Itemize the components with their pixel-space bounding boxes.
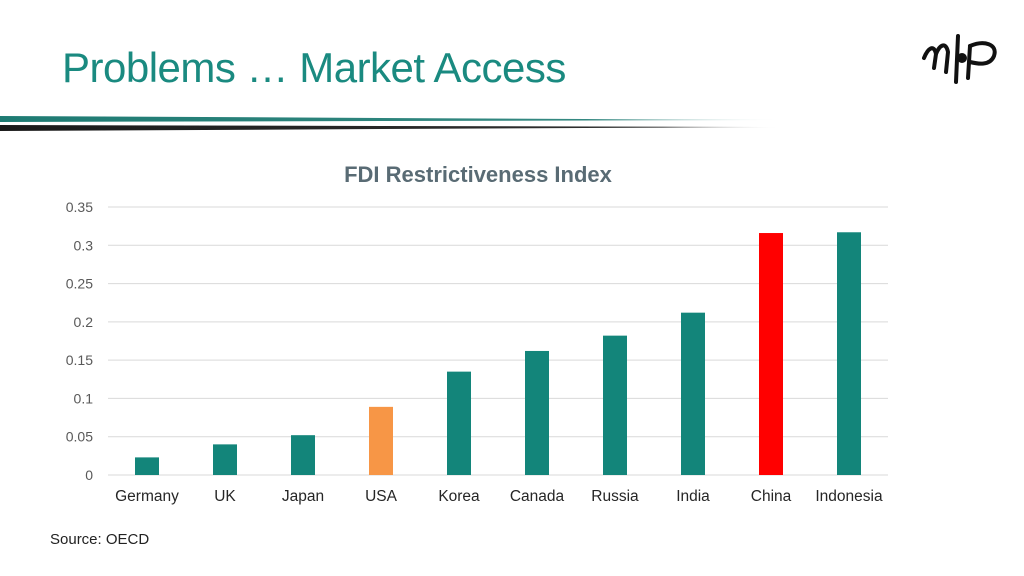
x-tick-label: Korea — [438, 488, 480, 505]
chart-title: FDI Restrictiveness Index — [344, 162, 613, 187]
slide-title: Problems … Market Access — [62, 44, 566, 91]
y-tick-label: 0.1 — [74, 390, 94, 406]
y-tick-label: 0 — [85, 467, 93, 483]
x-tick-label: UK — [214, 488, 236, 505]
bar-indonesia — [837, 232, 861, 475]
bar-canada — [525, 350, 549, 475]
bar-usa — [369, 406, 393, 475]
x-tick-label: Germany — [115, 488, 179, 505]
bar-japan — [291, 435, 315, 475]
bar-russia — [603, 335, 627, 475]
x-tick-label: Canada — [510, 488, 565, 505]
y-axis-tick-labels: 0 0.05 0.1 0.15 0.2 0.25 0.3 0.35 — [66, 199, 93, 483]
x-axis-category-labels: Germany UK Japan USA Korea Canada Russia India C… — [115, 488, 883, 505]
gridlines — [108, 206, 888, 476]
x-tick-label: USA — [365, 488, 398, 505]
title-divider-rule — [0, 116, 780, 131]
fdi-bar-chart: FDI Restrictiveness Index 0 0.05 0.1 0.15 0.… — [66, 162, 888, 505]
y-tick-label: 0.25 — [66, 276, 93, 292]
x-tick-label: Indonesia — [815, 488, 883, 505]
bars — [135, 232, 861, 475]
y-tick-label: 0.35 — [66, 199, 93, 215]
x-tick-label: Russia — [591, 488, 639, 505]
bar-india — [681, 312, 705, 475]
bar-korea — [447, 371, 471, 475]
bar-china — [759, 233, 783, 475]
bar-uk — [213, 444, 237, 475]
y-tick-label: 0.2 — [74, 314, 94, 330]
x-tick-label: Japan — [282, 488, 324, 505]
bar-germany — [135, 457, 159, 475]
y-tick-label: 0.15 — [66, 352, 93, 368]
y-tick-label: 0.05 — [66, 429, 93, 445]
mp-calligraphy-logo-icon — [922, 34, 997, 84]
source-note: Source: OECD — [50, 531, 150, 548]
x-tick-label: India — [676, 488, 710, 505]
y-tick-label: 0.3 — [74, 237, 94, 253]
x-tick-label: China — [751, 488, 792, 505]
